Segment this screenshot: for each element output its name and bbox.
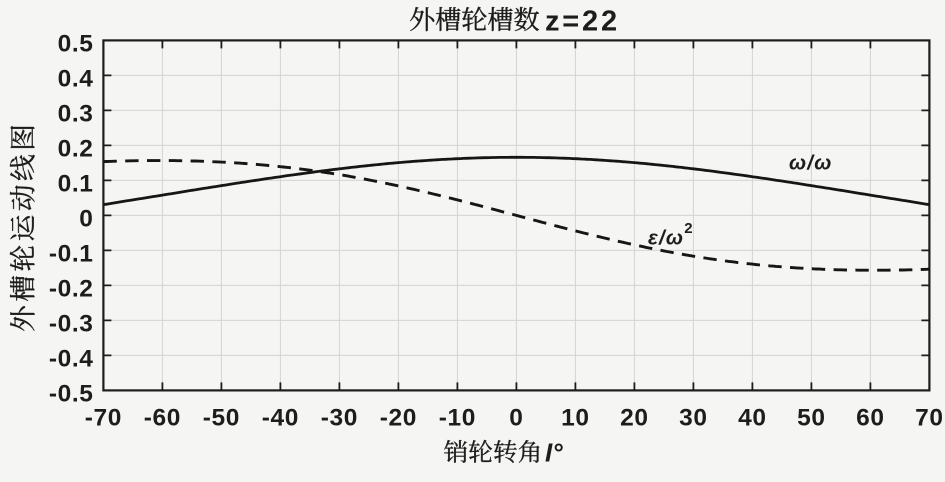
svg-text:-0.5: -0.5 xyxy=(49,381,94,408)
svg-text:0.4: 0.4 xyxy=(58,66,94,93)
svg-text:0.1: 0.1 xyxy=(58,171,94,198)
svg-text:-0.1: -0.1 xyxy=(49,241,94,268)
svg-text:70: 70 xyxy=(915,404,943,431)
svg-text:0: 0 xyxy=(79,206,93,233)
svg-text:30: 30 xyxy=(679,404,707,431)
svg-text:-0.3: -0.3 xyxy=(49,311,94,338)
svg-text:0.3: 0.3 xyxy=(58,101,94,128)
svg-text:-30: -30 xyxy=(321,404,358,431)
svg-text:50: 50 xyxy=(797,404,825,431)
svg-text:0: 0 xyxy=(509,404,523,431)
svg-text:-10: -10 xyxy=(439,404,476,431)
svg-text:0.2: 0.2 xyxy=(58,136,94,163)
svg-text:-20: -20 xyxy=(380,404,417,431)
svg-text:-40: -40 xyxy=(262,404,299,431)
svg-text:-60: -60 xyxy=(144,404,181,431)
svg-text:40: 40 xyxy=(738,404,766,431)
svg-text:-50: -50 xyxy=(203,404,240,431)
svg-text:ω/ω: ω/ω xyxy=(789,152,833,175)
svg-text:10: 10 xyxy=(561,404,589,431)
svg-text:-0.2: -0.2 xyxy=(49,276,94,303)
svg-text:-70: -70 xyxy=(85,404,122,431)
svg-text:I°: I° xyxy=(545,437,563,467)
svg-text:0.5: 0.5 xyxy=(58,31,94,58)
svg-text:60: 60 xyxy=(856,404,884,431)
svg-text:-0.4: -0.4 xyxy=(49,346,94,373)
svg-text:20: 20 xyxy=(620,404,648,431)
svg-text:z=22: z=22 xyxy=(545,6,620,38)
